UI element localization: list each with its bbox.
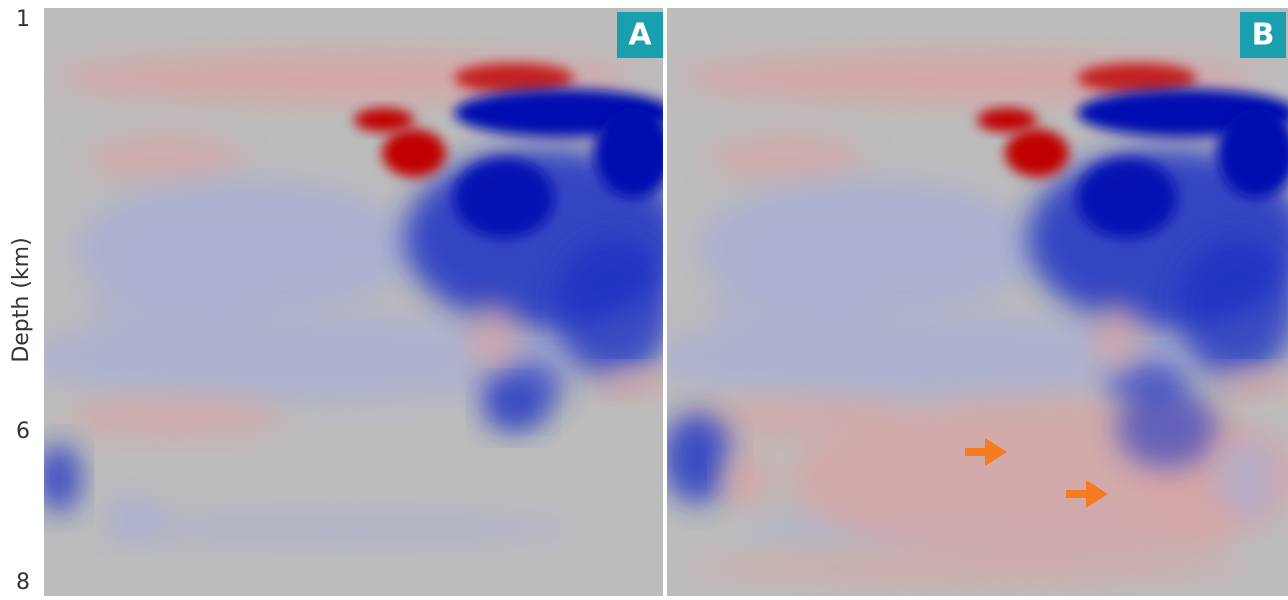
seismic-blob bbox=[1217, 438, 1277, 518]
page: 1 6 8 Depth (km) A B (() => { const data… bbox=[0, 0, 1288, 596]
seismic-blob bbox=[1092, 303, 1142, 373]
seismic-blob bbox=[454, 158, 554, 238]
y-tick-label: 6 bbox=[16, 419, 30, 444]
seismic-blob bbox=[354, 108, 414, 132]
figure: 1 6 8 Depth (km) A B bbox=[0, 0, 1288, 596]
seismic-blob bbox=[707, 268, 867, 348]
seismic-blob bbox=[104, 493, 164, 543]
seismic-blob bbox=[84, 133, 244, 183]
y-tick-label: 8 bbox=[16, 570, 30, 595]
seismic-blob bbox=[1077, 158, 1177, 238]
seismic-blob bbox=[84, 268, 244, 348]
panel bbox=[24, 8, 684, 596]
seismic-blob bbox=[454, 63, 574, 93]
seismic-blob bbox=[469, 303, 519, 373]
seismic-blob bbox=[484, 383, 544, 433]
seismic-blob bbox=[114, 508, 574, 548]
y-tick-label: 1 bbox=[16, 7, 30, 32]
seismic-blob bbox=[1005, 129, 1069, 177]
seismic-blob bbox=[554, 238, 674, 378]
panel bbox=[647, 8, 1288, 596]
seismic-blob bbox=[64, 396, 284, 440]
seismic-blob bbox=[722, 448, 772, 508]
seismic-blob bbox=[37, 444, 81, 512]
seismic-blob bbox=[382, 129, 446, 177]
seismic-blob bbox=[662, 413, 732, 503]
seismic-blob bbox=[687, 548, 1247, 588]
seismic-blob bbox=[594, 108, 674, 198]
seismic-blob bbox=[594, 368, 674, 398]
seismic-blob bbox=[1117, 388, 1217, 468]
y-axis-label: Depth (km) bbox=[9, 237, 34, 362]
panel-label: B bbox=[1252, 18, 1275, 53]
seismic-blob bbox=[977, 108, 1037, 132]
seismic-blob bbox=[707, 133, 867, 183]
panel-label: A bbox=[628, 18, 652, 53]
seismic-blob bbox=[1077, 63, 1197, 93]
